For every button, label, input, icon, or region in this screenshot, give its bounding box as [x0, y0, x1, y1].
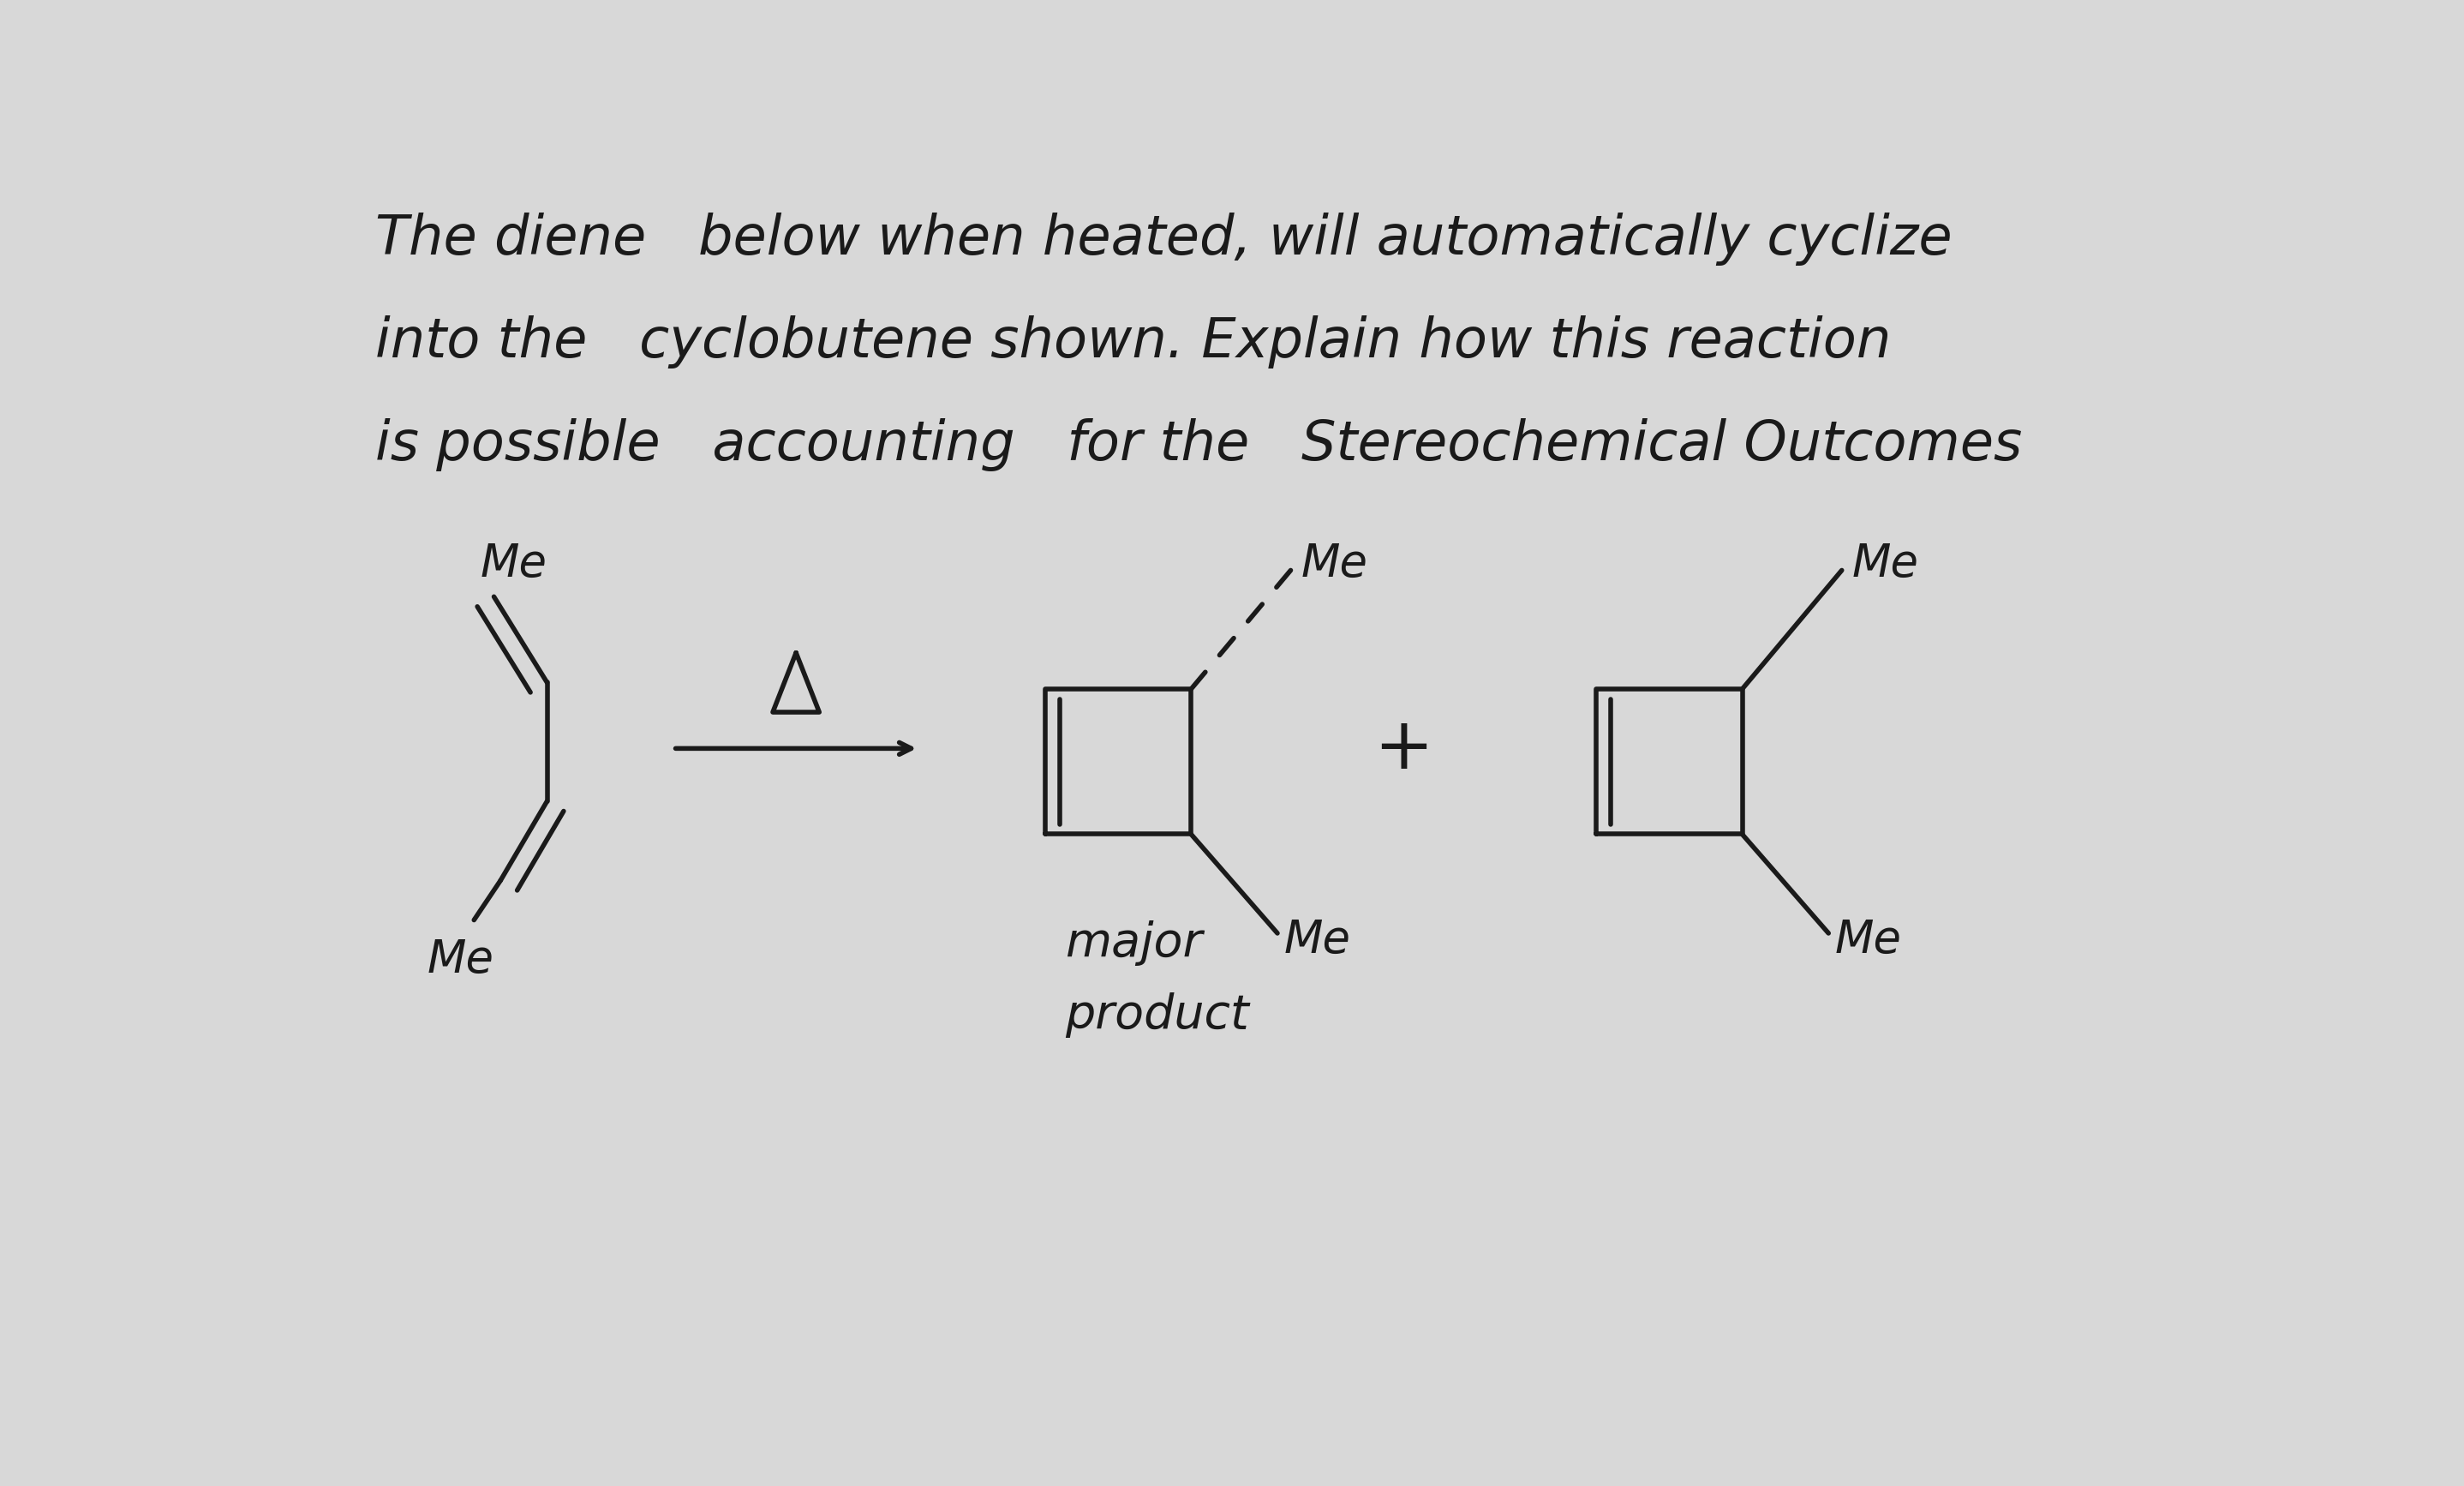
Text: Me: Me: [1853, 541, 1919, 585]
Text: into the   cyclobutene shown. Explain how this reaction: into the cyclobutene shown. Explain how …: [375, 315, 1890, 369]
Text: Me: Me: [480, 541, 547, 585]
Text: major: major: [1064, 920, 1202, 966]
Text: product: product: [1064, 993, 1249, 1039]
Text: The diene   below when heated, will automatically cyclize: The diene below when heated, will automa…: [375, 212, 1951, 266]
Text: is possible   accounting   for the   Stereochemical Outcomes: is possible accounting for the Stereoche…: [375, 419, 2023, 471]
Text: Me: Me: [1836, 917, 1902, 961]
Text: Me: Me: [1284, 917, 1350, 961]
Text: Me: Me: [1301, 541, 1368, 585]
Text: +: +: [1372, 713, 1434, 783]
Text: Me: Me: [429, 938, 495, 982]
